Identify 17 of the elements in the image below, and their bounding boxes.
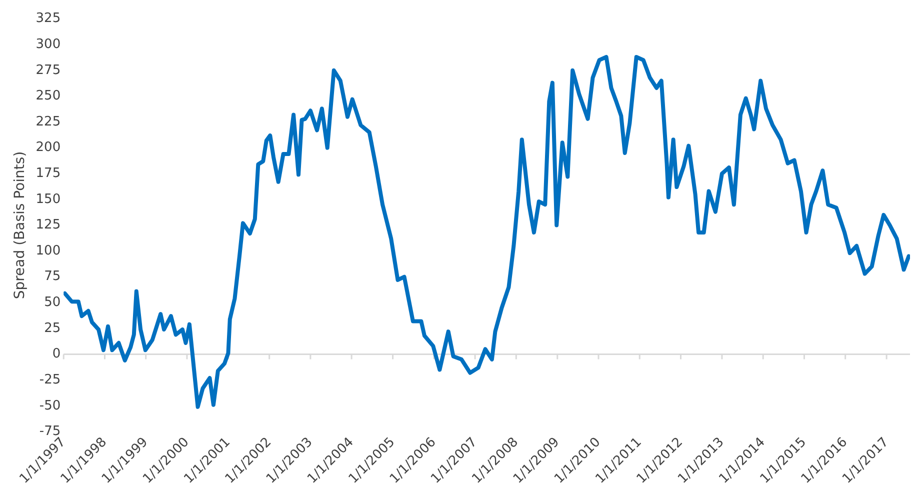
y-tick-label: 300	[36, 36, 61, 52]
y-tick-label: -25	[39, 372, 61, 388]
y-tick-label: 175	[36, 166, 61, 182]
y-axis-title: Spread (Basis Points)	[12, 151, 28, 300]
y-tick-label: 200	[36, 140, 61, 156]
y-tick-label: -50	[39, 398, 61, 414]
y-tick-label: 225	[36, 114, 61, 130]
y-tick-label: 250	[36, 88, 61, 104]
y-tick-label: 275	[36, 62, 61, 78]
y-tick-label: 25	[44, 320, 61, 336]
y-tick-label: 75	[44, 269, 61, 284]
y-tick-label: 50	[44, 295, 61, 310]
y-tick-label: 100	[36, 243, 61, 258]
y-tick-label: 125	[36, 218, 61, 233]
y-tick-label: 150	[36, 192, 61, 207]
y-tick-label: 0	[52, 346, 61, 362]
y-tick-label: 325	[36, 11, 61, 26]
